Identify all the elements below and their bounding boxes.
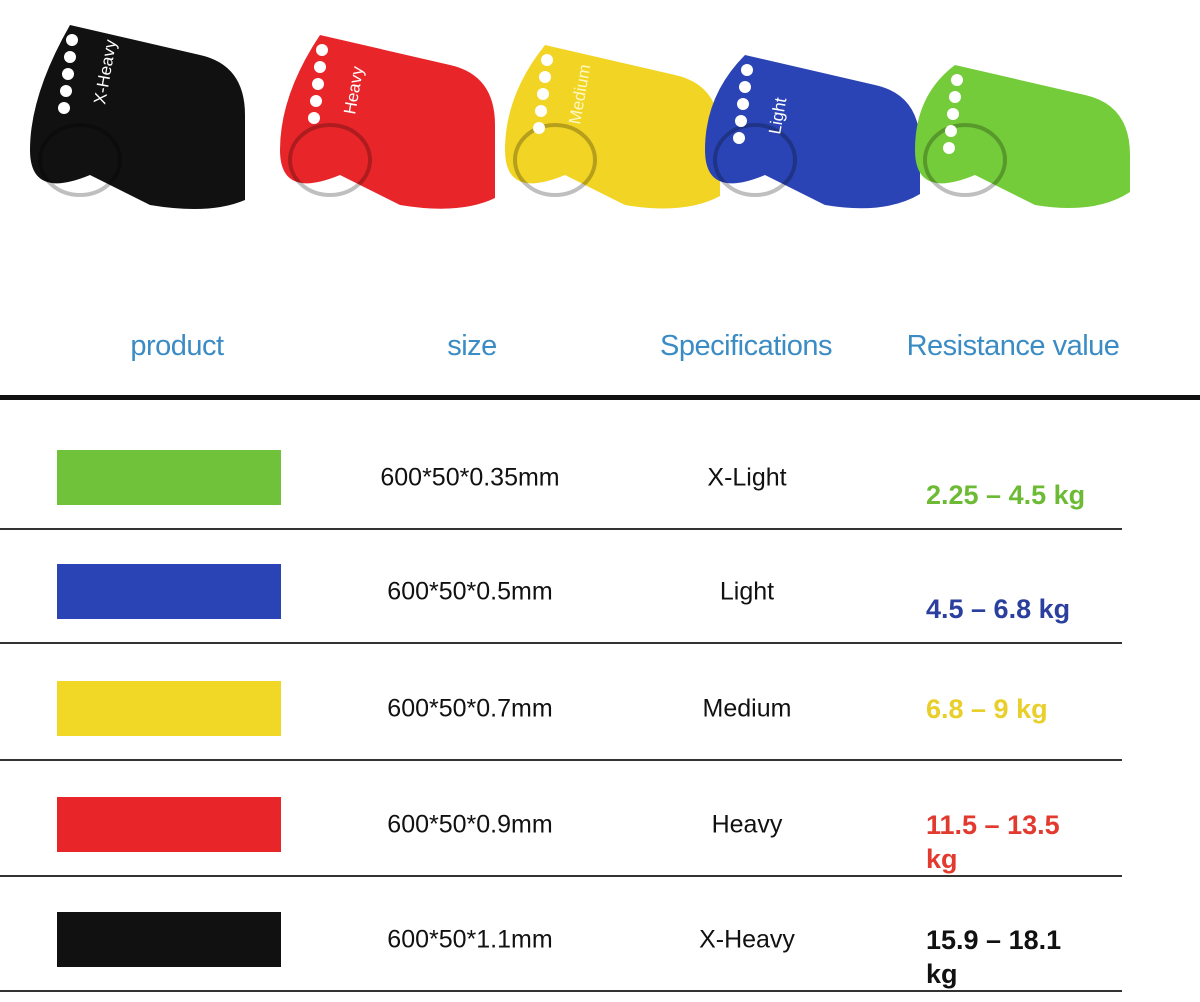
strength-dot-icon <box>535 105 547 117</box>
header-resistance-value: Resistance value <box>906 330 1120 362</box>
strength-dot-icon <box>739 81 751 93</box>
band-x-light <box>915 65 1130 209</box>
strength-dot-icon <box>741 64 753 76</box>
size-cell: 600*50*0.7mm <box>387 694 553 723</box>
strength-dot-icon <box>949 91 961 103</box>
strength-dot-icon <box>943 142 955 154</box>
strength-dot-icon <box>316 44 328 56</box>
resistance-cell: 6.8 – 9 kg <box>926 694 1048 724</box>
header-size: size <box>447 330 497 362</box>
product-swatch <box>57 681 281 736</box>
size-cell: 600*50*0.35mm <box>380 463 560 492</box>
strength-dot-icon <box>945 125 957 137</box>
resistance-cell: 2.25 – 4.5 kg <box>926 480 1086 510</box>
resistance-bands-photo: X-Heavy Heavy Medium Light <box>30 25 1130 209</box>
strength-dot-icon <box>62 68 74 80</box>
specification-cell: Heavy <box>711 810 783 839</box>
resistance-cell: 4.5 – 6.8 kg <box>926 594 1071 624</box>
strength-dot-icon <box>308 112 320 124</box>
specification-cell: X-Heavy <box>699 925 795 954</box>
row-divider <box>0 528 1122 530</box>
strength-dot-icon <box>735 115 747 127</box>
resistance-cell: 11.5 – 13.5 kg <box>926 810 1060 874</box>
size-cell: 600*50*1.1mm <box>387 925 553 954</box>
strength-dot-icon <box>537 88 549 100</box>
row-divider <box>0 875 1122 877</box>
band-medium: Medium <box>505 45 720 209</box>
strength-dot-icon <box>60 85 72 97</box>
row-divider <box>0 759 1122 761</box>
strength-dot-icon <box>312 78 324 90</box>
strength-dot-icon <box>66 34 78 46</box>
strength-dot-icon <box>314 61 326 73</box>
strength-dot-icon <box>733 132 745 144</box>
resistance-cell: 15.9 – 18.1 kg <box>926 925 1062 989</box>
strength-dot-icon <box>539 71 551 83</box>
product-swatch <box>57 564 281 619</box>
product-swatch <box>57 912 281 967</box>
band-light: Light <box>705 55 920 209</box>
band-x-heavy: X-Heavy <box>30 25 245 209</box>
specification-cell: Light <box>719 577 775 606</box>
strength-dot-icon <box>310 95 322 107</box>
strength-dot-icon <box>533 122 545 134</box>
strength-dot-icon <box>58 102 70 114</box>
strength-dot-icon <box>947 108 959 120</box>
size-cell: 600*50*0.5mm <box>387 577 553 606</box>
band-heavy: Heavy <box>280 35 495 209</box>
strength-dot-icon <box>64 51 76 63</box>
row-divider <box>0 990 1122 992</box>
product-swatch <box>57 797 281 852</box>
strength-dot-icon <box>541 54 553 66</box>
specification-cell: X-Light <box>707 463 787 492</box>
specification-cell: Medium <box>702 694 792 723</box>
size-cell: 600*50*0.9mm <box>387 810 553 839</box>
product-swatch <box>57 450 281 505</box>
header-specifications: Specifications <box>660 330 832 362</box>
strength-dot-icon <box>737 98 749 110</box>
row-divider <box>0 642 1122 644</box>
header-divider <box>0 395 1200 400</box>
strength-dot-icon <box>951 74 963 86</box>
header-product: product <box>130 330 224 362</box>
